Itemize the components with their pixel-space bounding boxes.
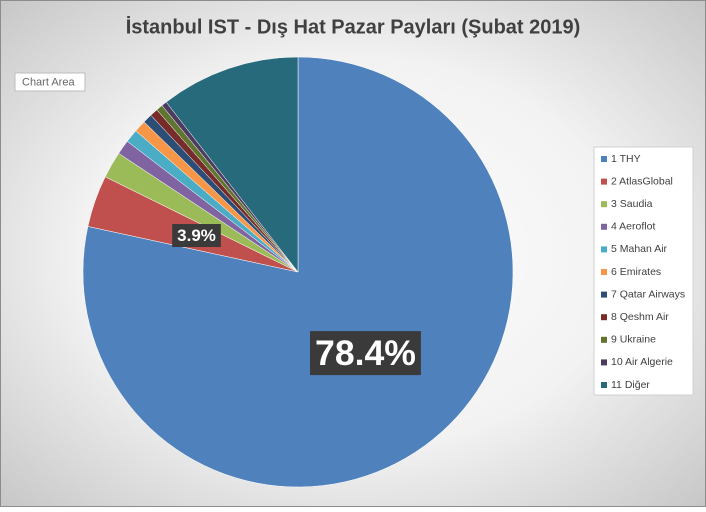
legend-label: 10 Air Algerie [611,356,673,368]
data-label-box [172,224,221,248]
legend-swatch [601,223,607,230]
chart-title: İstanbul IST - Dış Hat Pazar Payları (Şu… [126,15,581,38]
legend-swatch [601,269,607,275]
legend-label: 2 AtlasGlobal [611,175,673,187]
legend-label: 9 Ukraine [611,334,656,346]
tooltip-box [14,72,86,92]
legend-swatch [601,201,607,208]
legend-swatch [601,156,607,162]
tooltip: Chart Area [14,72,86,92]
legend-label: 7 Qatar Airways [611,288,685,300]
legend-box [593,146,694,396]
data-label: 78.4% [315,333,416,373]
legend-swatch [601,382,607,388]
pie-slice [82,56,514,488]
legend-swatch [601,291,607,298]
legend-label: 5 Mahan Air [611,243,668,255]
legend-label: 3 Saudia [611,198,653,210]
legend-swatch [601,178,607,185]
tooltip-text: Chart Area [22,76,75,88]
legend-label: 6 Emirates [611,266,661,278]
legend-label: 1 THY [611,153,641,165]
legend-swatch [601,359,607,366]
legend-swatch [601,246,607,253]
pie-slice [165,56,299,273]
data-label-box [310,331,421,376]
legend-swatch [601,314,607,321]
data-label: 3.9% [177,226,216,245]
legend-label: 8 Qeshm Air [611,311,669,323]
legend-swatch [601,336,607,343]
legend-label: 4 Aeroflot [611,221,655,233]
legend-label: 11 Diğer [611,379,650,391]
